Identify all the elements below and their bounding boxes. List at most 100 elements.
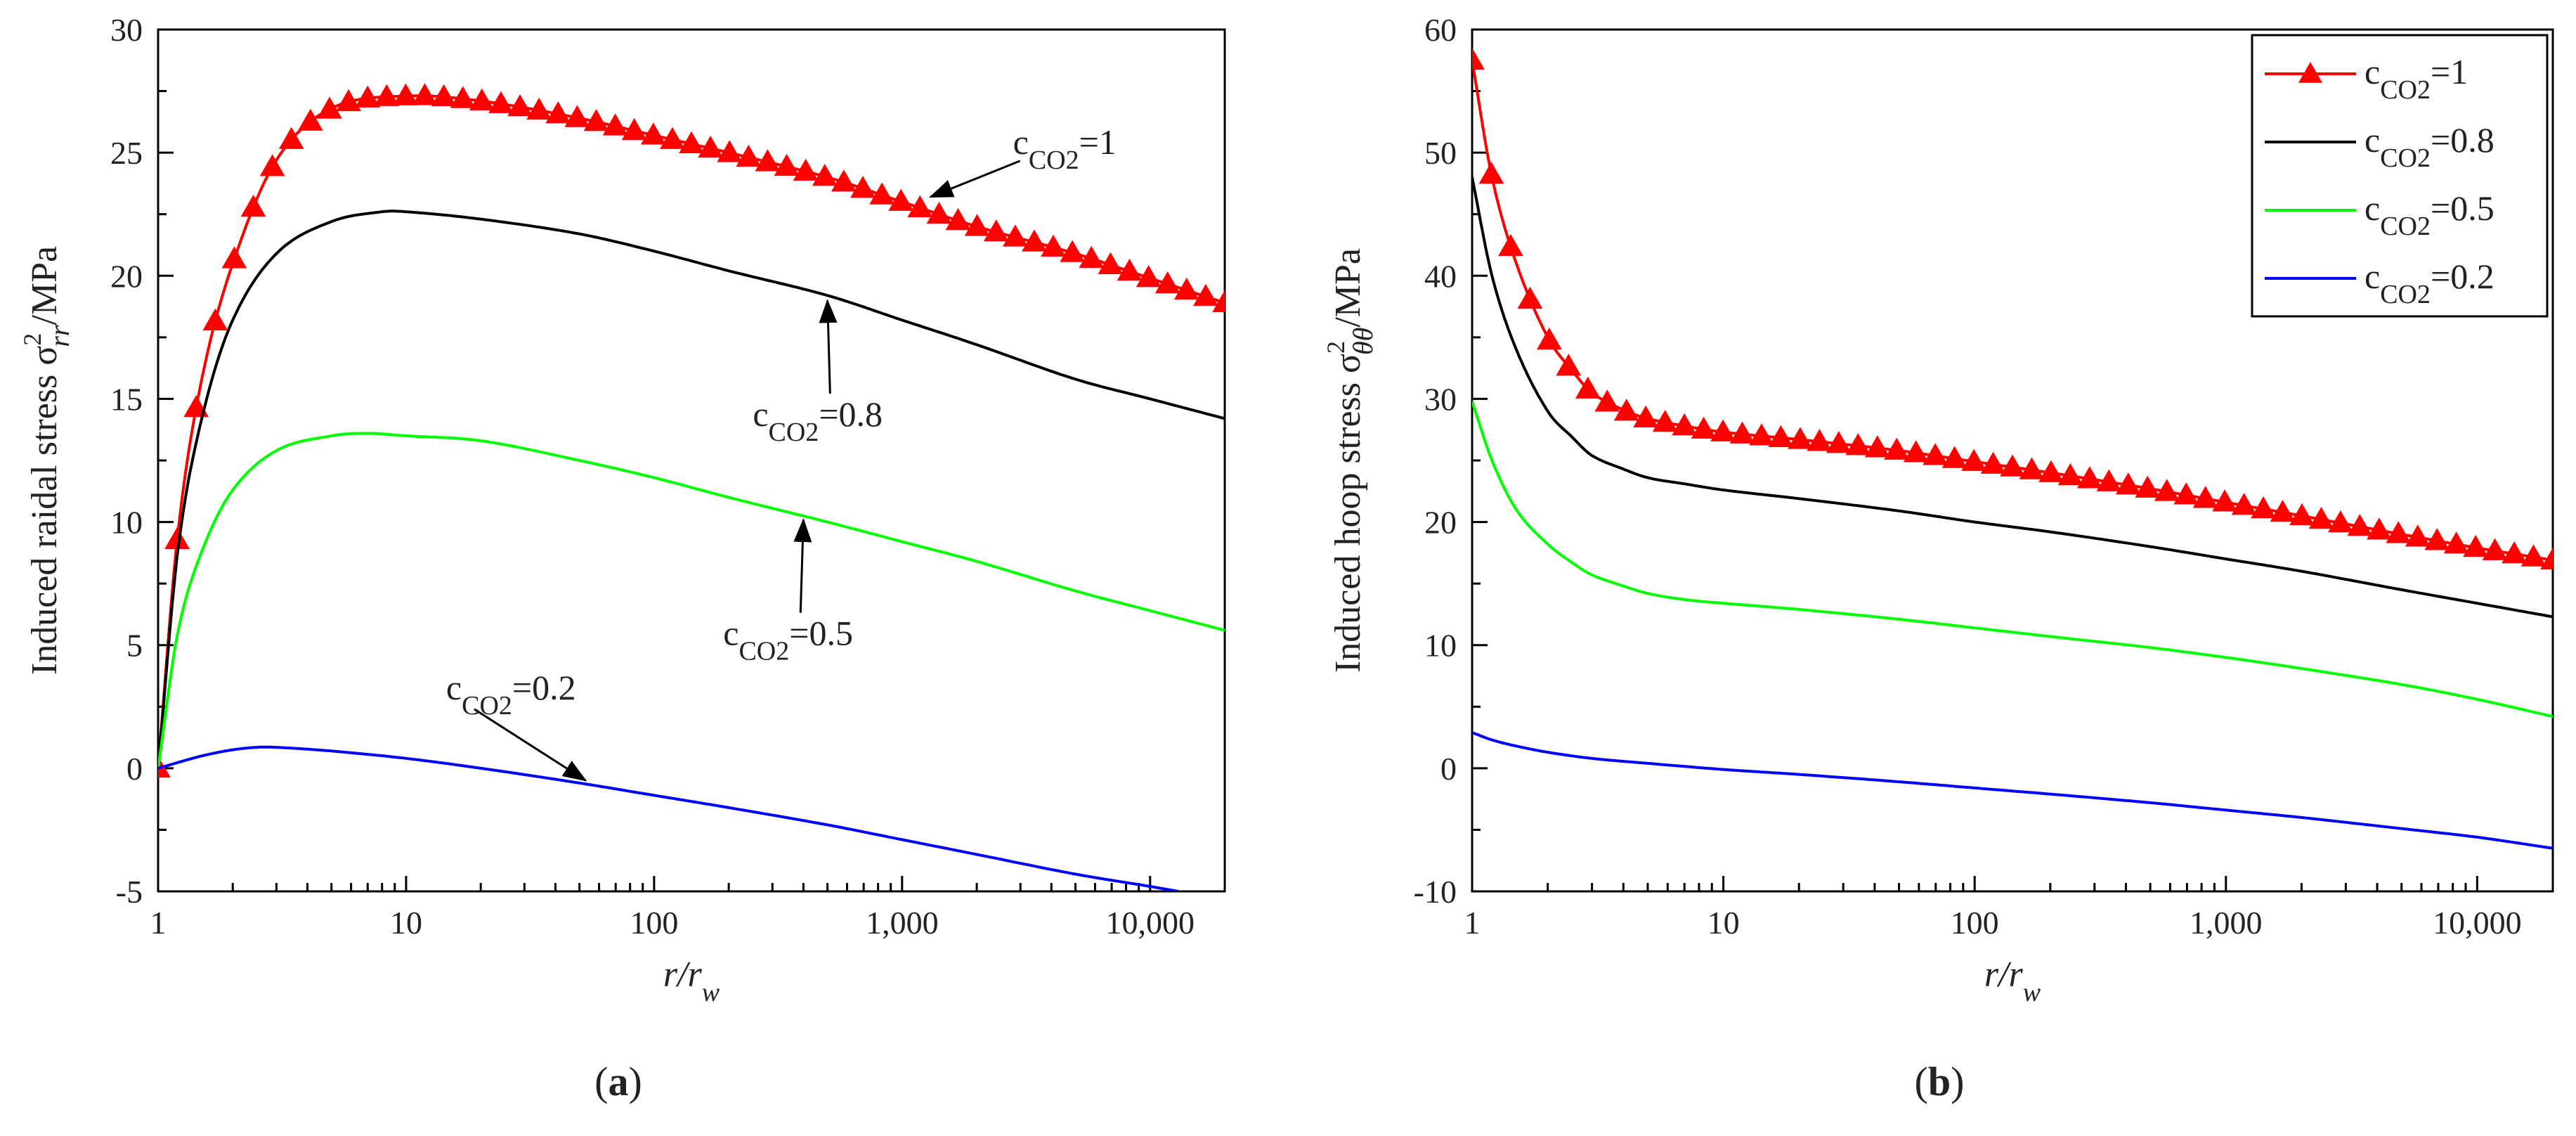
triangle-marker [1864, 435, 1890, 458]
x-axis: 1 10 100 1,000 10,000 [150, 876, 1226, 941]
chart-panel-b: 1 10 100 1,000 10,000 -10 0 10 20 30 40 50 60 r/rw Ind… [1322, 12, 2554, 1104]
triangle-marker [1807, 429, 1833, 451]
triangle-marker [545, 101, 571, 124]
triangle-marker [2405, 524, 2431, 547]
triangle-marker [278, 127, 304, 149]
triangle-marker [1472, 47, 1485, 70]
chart-panel-a: 1 10 100 1,000 10,000 -5 0 5 10 15 20 25 30 r/rw Induc… [18, 12, 1226, 1104]
legend-entry: cCO2=0.8 [2265, 120, 2494, 173]
panel-label: (a) [594, 1059, 642, 1104]
triangle-marker [2308, 506, 2334, 529]
annotation-4: cCO2=0.2 [446, 668, 587, 782]
series-line-2 [158, 209, 1225, 769]
annotation-arrow [793, 518, 812, 613]
legend-entry: cCO2=1 [2265, 52, 2468, 105]
series-group [1472, 47, 2553, 850]
triangle-marker [374, 84, 400, 106]
y-tick-label: 0 [126, 751, 143, 787]
y-axis-label: Induced raidal stress σ2rr/MPa [18, 246, 75, 675]
triangle-marker [1002, 224, 1028, 247]
triangle-marker [1117, 258, 1143, 281]
triangle-marker [1556, 354, 1582, 376]
triangle-marker [393, 83, 419, 105]
annotation-arrow [819, 299, 838, 394]
triangle-marker [2502, 541, 2527, 564]
triangle-marker [2038, 460, 2064, 482]
x-tick-label: 10 [1707, 905, 1740, 941]
triangle-marker [507, 94, 533, 117]
triangle-marker [2231, 493, 2257, 515]
triangle-marker [355, 85, 381, 108]
triangle-marker [2289, 503, 2315, 526]
triangle-marker [1517, 286, 1543, 309]
triangle-marker [621, 117, 647, 141]
y-tick-label: -10 [1414, 874, 1457, 910]
triangle-marker [317, 96, 342, 119]
y-tick-label: 30 [1424, 381, 1457, 417]
legend-entry: cCO2=0.5 [2265, 188, 2494, 241]
y-axis: -10 0 10 20 30 40 50 60 [1414, 12, 1488, 910]
triangle-marker [1652, 409, 1678, 432]
triangle-marker [1826, 431, 1852, 453]
triangle-marker [660, 127, 685, 149]
triangle-marker [1941, 446, 1967, 468]
x-tick-label: 1 [150, 905, 167, 941]
y-tick-label: 25 [110, 135, 143, 171]
triangle-marker [1788, 427, 1813, 449]
y-tick-label: 15 [110, 381, 143, 417]
triangle-marker [2192, 486, 2218, 508]
triangle-marker [1536, 327, 1562, 350]
legend-label: cCO2=0.5 [2364, 188, 2494, 241]
triangle-marker [793, 158, 819, 181]
triangle-marker [526, 97, 552, 120]
annotation-label: cCO2=0.2 [446, 668, 576, 721]
triangle-marker [488, 91, 514, 113]
triangle-marker [1594, 389, 1620, 412]
x-tick-label: 1 [1464, 905, 1481, 941]
triangle-marker [431, 84, 457, 107]
y-tick-label: 10 [110, 505, 143, 541]
triangle-marker [945, 207, 971, 231]
y-tick-label: 20 [110, 258, 143, 294]
triangle-marker [2482, 538, 2508, 560]
triangle-marker [2463, 534, 2489, 557]
triangle-marker [1884, 437, 1910, 460]
triangle-marker [1060, 240, 1086, 262]
legend-label: cCO2=0.8 [2364, 120, 2494, 173]
triangle-marker [2135, 475, 2161, 498]
series-group [158, 83, 1225, 891]
triangle-marker [888, 188, 914, 211]
triangle-marker [2212, 489, 2237, 512]
triangle-marker [2251, 496, 2276, 519]
y-axis: -5 0 5 10 15 20 25 30 [110, 12, 174, 910]
legend-marker [2298, 62, 2322, 83]
triangle-marker [221, 246, 247, 269]
triangle-marker [2386, 521, 2412, 543]
triangle-marker [2347, 514, 2373, 536]
triangle-marker [1729, 421, 1755, 444]
series-line-3 [1472, 401, 2553, 718]
triangle-marker [2173, 482, 2199, 505]
triangle-marker [412, 83, 438, 105]
triangle-marker [1845, 433, 1871, 456]
triangle-marker [1193, 283, 1218, 306]
triangle-marker [2076, 466, 2102, 489]
triangle-marker [2115, 472, 2141, 495]
triangle-marker [1691, 416, 1717, 439]
triangle-marker [640, 122, 666, 145]
triangle-marker [2540, 547, 2553, 570]
triangle-marker [1173, 277, 1199, 300]
triangle-marker [1041, 234, 1066, 257]
triangle-marker [1498, 233, 1523, 257]
y-tick-label: 60 [1424, 12, 1457, 48]
y-tick-label: 40 [1424, 258, 1457, 294]
triangle-marker [297, 108, 323, 131]
x-tick-label: 10,000 [2433, 905, 2522, 941]
triangle-marker [1961, 448, 1986, 471]
triangle-marker [812, 164, 838, 186]
series-line-4 [158, 745, 1179, 891]
y-tick-label: -5 [116, 874, 143, 910]
x-tick-label: 10,000 [1106, 905, 1195, 941]
